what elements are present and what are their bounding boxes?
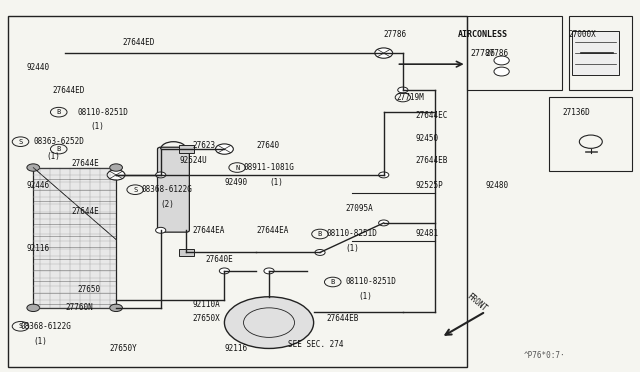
Bar xyxy=(568,16,632,90)
Circle shape xyxy=(315,250,325,256)
Text: 08363-6252D: 08363-6252D xyxy=(33,137,84,146)
Bar xyxy=(8,16,467,367)
Circle shape xyxy=(156,227,166,233)
Text: 27644EB: 27644EB xyxy=(326,314,359,323)
Bar xyxy=(467,16,562,90)
Circle shape xyxy=(220,268,230,274)
Text: 92440: 92440 xyxy=(27,63,50,72)
Text: 27650: 27650 xyxy=(78,285,101,294)
Text: B: B xyxy=(318,231,322,237)
Text: AIRCONLESS: AIRCONLESS xyxy=(458,30,508,39)
Text: 27786: 27786 xyxy=(486,49,509,58)
Circle shape xyxy=(27,304,40,311)
Bar xyxy=(179,249,194,256)
Text: N: N xyxy=(235,164,239,170)
Circle shape xyxy=(397,87,408,93)
Text: 27640E: 27640E xyxy=(205,255,233,264)
Text: 27640: 27640 xyxy=(256,141,280,150)
Text: (1): (1) xyxy=(269,178,283,187)
Circle shape xyxy=(379,172,389,178)
Bar xyxy=(33,167,116,308)
Text: 92481: 92481 xyxy=(415,230,438,238)
Text: 92110A: 92110A xyxy=(193,300,220,309)
Circle shape xyxy=(264,268,274,274)
Text: (1): (1) xyxy=(33,337,47,346)
Text: (1): (1) xyxy=(358,292,372,301)
Text: 27644E: 27644E xyxy=(72,159,99,169)
Text: SEE SEC. 274: SEE SEC. 274 xyxy=(288,340,344,349)
Text: 27644E: 27644E xyxy=(72,207,99,217)
Bar xyxy=(572,31,620,75)
Circle shape xyxy=(27,164,40,171)
Text: 08368-6122G: 08368-6122G xyxy=(20,322,72,331)
Text: 27650X: 27650X xyxy=(193,314,220,323)
Text: B: B xyxy=(56,146,61,152)
Circle shape xyxy=(107,170,125,180)
Text: 27760N: 27760N xyxy=(65,303,93,312)
Text: FRONT: FRONT xyxy=(465,292,488,313)
Text: 27623: 27623 xyxy=(193,141,216,150)
Circle shape xyxy=(375,48,393,58)
Text: 92446: 92446 xyxy=(27,182,50,190)
Text: S: S xyxy=(133,187,138,193)
Circle shape xyxy=(111,172,121,178)
Text: B: B xyxy=(331,279,335,285)
Text: 08110-8251D: 08110-8251D xyxy=(346,278,396,286)
Circle shape xyxy=(109,164,122,171)
Text: 08911-1081G: 08911-1081G xyxy=(244,163,294,172)
Text: 92480: 92480 xyxy=(486,182,509,190)
Text: 92490: 92490 xyxy=(225,178,248,187)
Text: 92450: 92450 xyxy=(415,134,438,142)
Text: 27644ED: 27644ED xyxy=(52,86,84,94)
Bar xyxy=(179,145,194,153)
Text: 27650Y: 27650Y xyxy=(109,344,138,353)
Text: 92524U: 92524U xyxy=(180,155,207,165)
Circle shape xyxy=(111,305,121,311)
Circle shape xyxy=(156,172,166,178)
Bar xyxy=(549,97,632,171)
Text: (2): (2) xyxy=(161,200,175,209)
Text: 27644ED: 27644ED xyxy=(122,38,155,46)
Text: B: B xyxy=(56,109,61,115)
Text: 27000X: 27000X xyxy=(568,30,596,39)
Text: 27095A: 27095A xyxy=(346,203,373,213)
FancyBboxPatch shape xyxy=(157,147,189,232)
Circle shape xyxy=(225,297,314,349)
Text: 27644EB: 27644EB xyxy=(415,155,448,165)
Text: 08368-6122G: 08368-6122G xyxy=(141,185,193,194)
Text: 92116: 92116 xyxy=(225,344,248,353)
Text: 92116: 92116 xyxy=(27,244,50,253)
Text: 27786: 27786 xyxy=(384,30,407,39)
Text: 27786: 27786 xyxy=(470,49,495,58)
Circle shape xyxy=(494,67,509,76)
Text: 08110-8251D: 08110-8251D xyxy=(326,230,377,238)
Circle shape xyxy=(109,304,122,311)
Text: 08110-8251D: 08110-8251D xyxy=(78,108,129,117)
Text: S: S xyxy=(19,139,22,145)
Text: S: S xyxy=(19,323,22,329)
Text: 27644EA: 27644EA xyxy=(256,226,289,235)
Text: (1): (1) xyxy=(91,122,104,131)
Text: 27644EC: 27644EC xyxy=(415,111,448,121)
Text: 27136D: 27136D xyxy=(562,108,590,117)
Text: 92525P: 92525P xyxy=(415,182,444,190)
Text: ^P76*0:7·: ^P76*0:7· xyxy=(524,350,566,359)
Circle shape xyxy=(216,144,234,154)
Circle shape xyxy=(494,56,509,65)
Text: (1): (1) xyxy=(46,152,60,161)
Text: (1): (1) xyxy=(346,244,360,253)
Text: 27644EA: 27644EA xyxy=(193,226,225,235)
Text: 27719M: 27719M xyxy=(396,93,424,102)
Circle shape xyxy=(379,220,389,226)
Circle shape xyxy=(220,146,230,152)
